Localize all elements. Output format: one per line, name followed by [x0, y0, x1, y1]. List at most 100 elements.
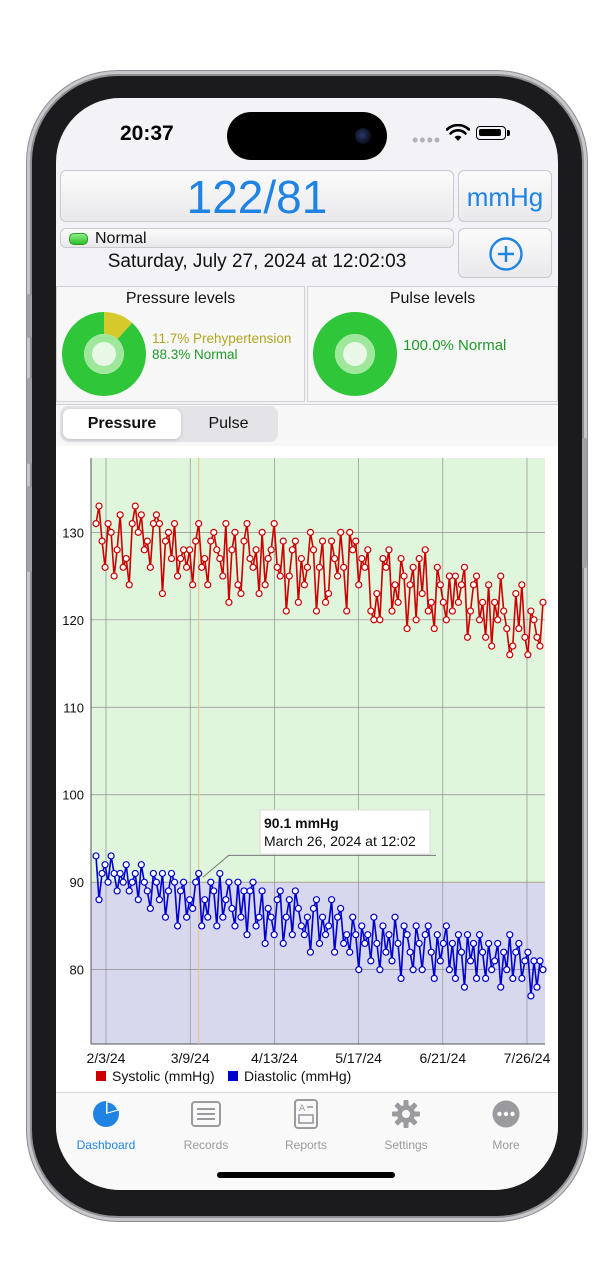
series-0-point-78 [327, 537, 336, 545]
series-1-point-70 [303, 913, 312, 921]
segment-pressure[interactable]: Pressure [63, 409, 181, 439]
series-0-point-114 [436, 581, 444, 589]
series-0-point-110 [424, 607, 432, 615]
series-0-point-89 [361, 563, 369, 571]
series-1-point-98 [388, 957, 396, 965]
series-1-point-68 [297, 922, 305, 930]
series-1-point-136 [503, 966, 511, 974]
series-1-point-41 [216, 869, 224, 878]
series-1-point-34 [195, 869, 203, 878]
series-1-point-133 [494, 939, 502, 948]
series-0-point-47 [234, 581, 242, 589]
series-1-point-63 [282, 913, 290, 921]
volume-up-button [27, 378, 32, 464]
series-1-point-146 [533, 983, 541, 991]
series-0-point-38 [207, 537, 215, 545]
series-1-point-107 [415, 939, 423, 948]
series-1-point-48 [237, 913, 245, 921]
series-1-point-8 [116, 869, 124, 878]
series-0-point-72 [309, 546, 318, 554]
series-0-point-99 [391, 581, 399, 589]
series-1-point-49 [240, 887, 248, 895]
series-1-point-84 [346, 948, 354, 956]
more-dots-icon [492, 1100, 520, 1128]
tab-records[interactable]: Records [156, 1099, 256, 1152]
series-1-point-11 [125, 887, 133, 895]
camera-icon [355, 128, 371, 144]
series-1-point-10 [122, 861, 130, 869]
series-0-point-148 [539, 598, 547, 606]
series-0-point-119 [451, 572, 460, 580]
series-0-point-46 [231, 528, 239, 536]
series-0-point-103 [403, 624, 411, 633]
add-reading-button[interactable] [458, 228, 552, 278]
unit-button[interactable]: mmHg [458, 170, 552, 222]
series-0-point-134 [497, 572, 505, 580]
series-1-point-16 [140, 878, 148, 886]
series-0-point-101 [397, 554, 405, 563]
series-0-point-96 [382, 563, 390, 571]
series-1-point-93 [373, 939, 381, 948]
y-tick-label-2: 100 [62, 788, 84, 803]
series-0-point-0 [92, 519, 100, 528]
pressure-chart[interactable]: 80 90 100 110 120 130 2/3/24 3/9/24 4/13/24 5/17/… [56, 446, 558, 1092]
series-1-point-37 [204, 913, 212, 921]
series-1-point-142 [521, 957, 529, 965]
series-0-point-142 [521, 633, 529, 641]
series-1-point-125 [469, 939, 478, 948]
pulse-levels-card[interactable]: Pulse levels 100.0% Normal [307, 286, 558, 402]
pressure-levels-card[interactable]: Pressure levels 11.7% Prehypertension 88… [56, 286, 305, 402]
pressure-donut-slice-0 [104, 312, 133, 340]
series-1-point-115 [439, 939, 447, 948]
category-label: Normal [95, 230, 147, 247]
series-0-point-2 [98, 537, 106, 545]
series-0-point-133 [494, 616, 502, 624]
series-1-point-105 [409, 966, 417, 974]
series-1-point-1 [95, 896, 103, 904]
series-1-point-82 [340, 939, 348, 948]
series-0-point-13 [131, 502, 139, 510]
series-0-point-124 [466, 607, 475, 615]
series-0-point-45 [228, 546, 236, 554]
series-1-point-66 [291, 887, 299, 895]
pressure-legend-prehypertension: 11.7% Prehypertension [152, 331, 292, 346]
series-0-point-93 [373, 589, 381, 598]
series-1-point-83 [343, 931, 351, 939]
pressure-chart-svg: 80 90 100 110 120 130 2/3/24 3/9/24 4/13/24 5/17/… [62, 458, 551, 1084]
tab-more[interactable]: More [456, 1099, 556, 1152]
tab-more-label: More [492, 1138, 520, 1152]
segment-pulse[interactable]: Pulse [208, 415, 249, 432]
tab-settings-label: Settings [384, 1138, 428, 1152]
y-tick-label-4: 120 [62, 613, 84, 628]
tab-settings[interactable]: Settings [356, 1099, 456, 1152]
series-0-point-9 [119, 563, 127, 571]
series-0-point-43 [222, 519, 230, 528]
series-0-point-128 [478, 598, 487, 606]
series-0-point-106 [412, 616, 420, 624]
series-0-point-125 [469, 581, 478, 589]
dashboard-pie-icon [93, 1101, 119, 1127]
series-1-point-112 [430, 974, 438, 983]
tab-dashboard[interactable]: Dashboard [56, 1099, 156, 1152]
series-0-point-10 [122, 554, 130, 563]
series-0-point-37 [204, 581, 212, 589]
series-1-point-74 [315, 939, 324, 948]
wifi-icon [446, 124, 470, 141]
series-0-point-112 [430, 624, 438, 633]
series-1-point-134 [497, 983, 505, 991]
series-0-point-53 [252, 546, 260, 554]
tab-reports[interactable]: A Reports [256, 1099, 356, 1152]
series-1-point-101 [397, 974, 405, 983]
series-0-point-90 [364, 546, 372, 554]
series-1-point-145 [530, 957, 538, 965]
series-0-point-87 [355, 581, 363, 589]
series-1-point-120 [454, 931, 463, 939]
series-0-point-18 [146, 563, 154, 571]
series-0-point-56 [261, 581, 269, 589]
bp-reading-value: 122/81 [186, 171, 328, 223]
pulse-legend-normal: 100.0% Normal [403, 337, 507, 354]
series-1-point-139 [512, 948, 520, 956]
series-1-point-57 [264, 904, 272, 913]
reports-doc-icon: A [294, 1099, 318, 1129]
series-1-point-102 [400, 922, 408, 930]
